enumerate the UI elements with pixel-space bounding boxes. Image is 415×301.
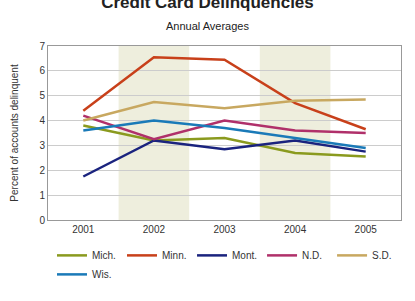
svg-text:2002: 2002 [143,224,166,235]
svg-text:N.D.: N.D. [302,250,322,261]
svg-text:2005: 2005 [355,224,378,235]
svg-text:4: 4 [39,115,45,126]
svg-text:Percent of accounts delinquent: Percent of accounts delinquent [9,64,20,202]
svg-text:Credit Card DelinquenciesAnnua: Credit Card DelinquenciesAnnual Averages [101,0,314,32]
svg-text:2004: 2004 [284,224,307,235]
svg-text:7: 7 [39,41,45,52]
svg-text:2001: 2001 [72,224,95,235]
svg-text:Mich.: Mich. [92,250,116,261]
svg-text:Wis.: Wis. [92,269,111,280]
svg-text:Mont.: Mont. [232,250,257,261]
svg-text:3: 3 [39,140,45,151]
svg-text:0: 0 [39,215,45,226]
svg-text:6: 6 [39,65,45,76]
svg-text:Minn.: Minn. [162,250,186,261]
svg-text:1: 1 [39,190,45,201]
svg-text:5: 5 [39,90,45,101]
svg-text:S.D.: S.D. [372,250,391,261]
svg-text:2003: 2003 [213,224,236,235]
svg-text:2: 2 [39,165,45,176]
